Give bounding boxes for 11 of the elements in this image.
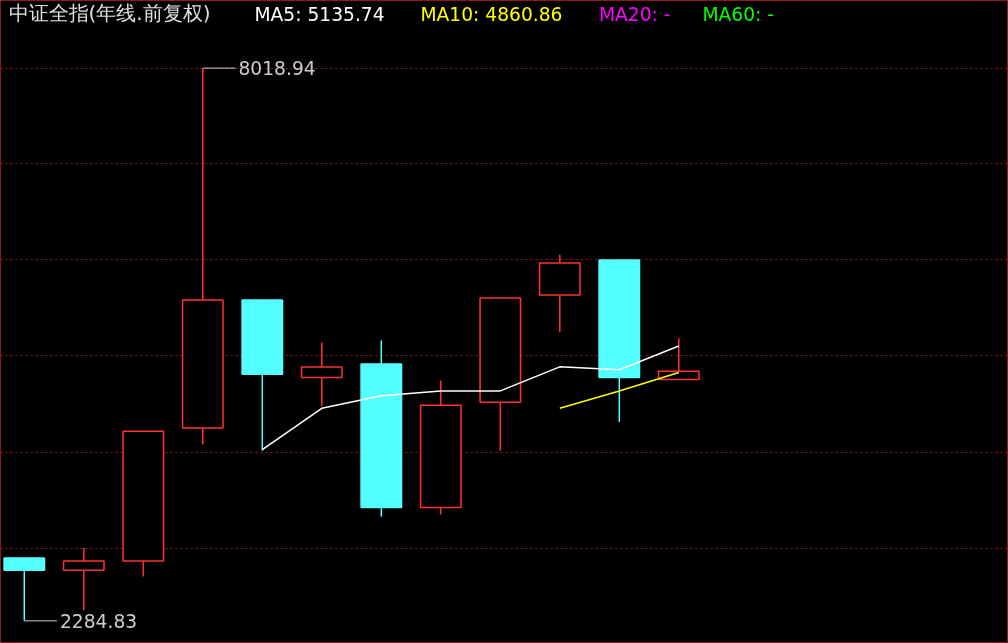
candlestick	[419, 379, 462, 516]
text: MA5: 5135.74	[254, 3, 385, 25]
candlestick	[300, 341, 343, 408]
chart-title: 中证全指(年线.前复权)	[8, 0, 211, 25]
legend-label: MA60: -	[702, 3, 775, 25]
annotation: 8018.94	[238, 58, 316, 80]
candlestick	[62, 546, 105, 612]
candlestick	[538, 253, 581, 333]
text: MA10: 4860.86	[420, 3, 563, 25]
annotation: 2284.83	[60, 610, 138, 632]
legend-label: MA20: -	[599, 3, 671, 25]
